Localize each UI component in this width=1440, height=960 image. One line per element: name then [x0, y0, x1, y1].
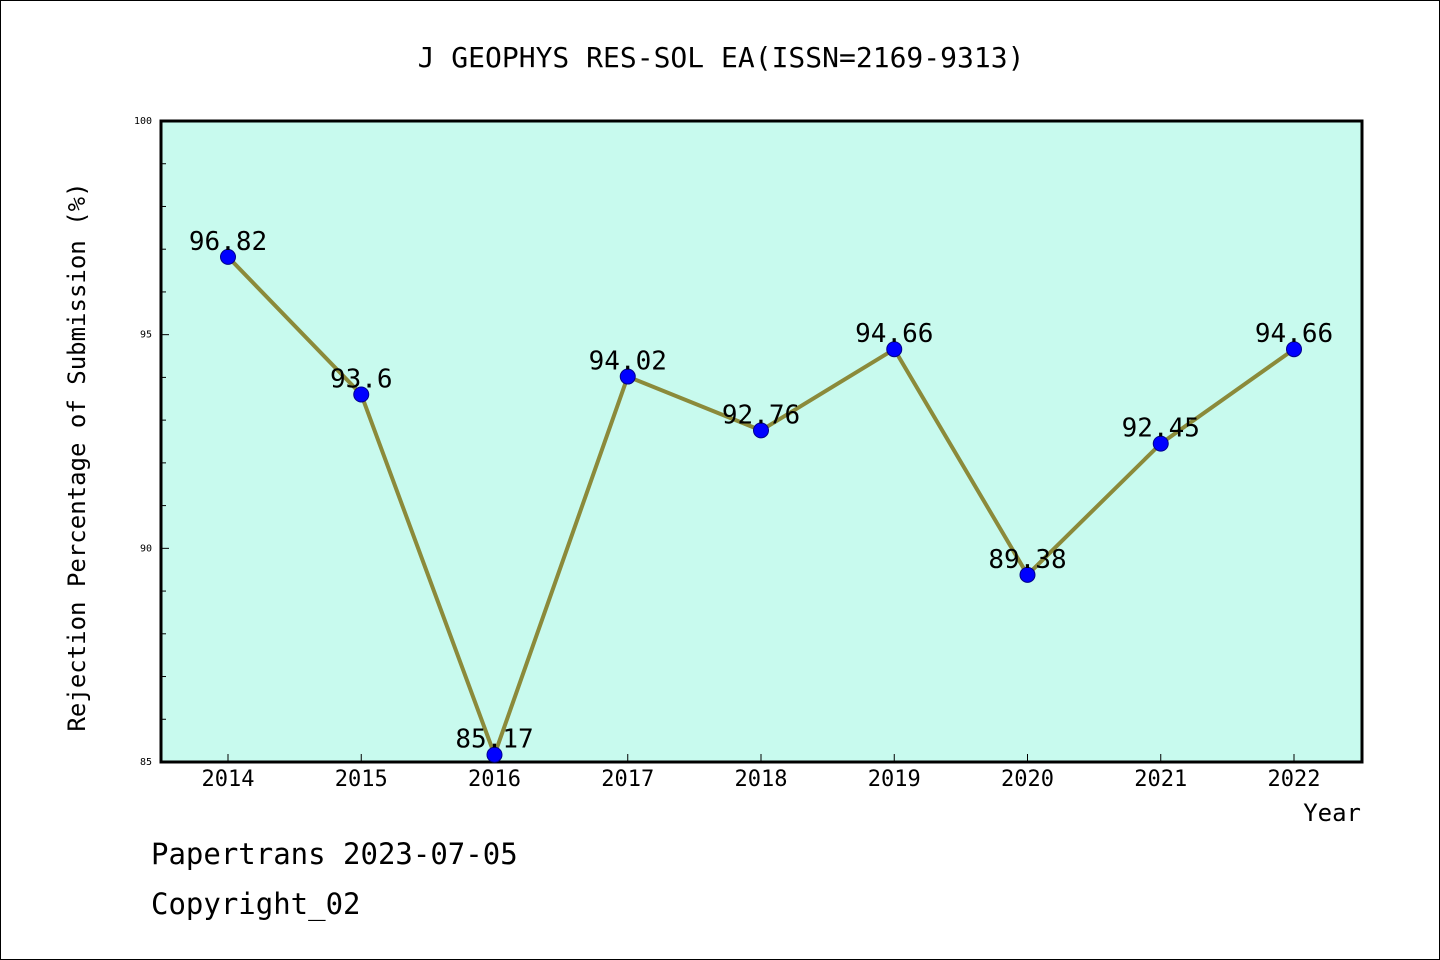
footer-copyright: Copyright_02	[151, 887, 361, 922]
x-tick-label: 2016	[468, 767, 521, 792]
x-axis-title: Year	[1303, 799, 1361, 827]
data-point	[353, 386, 370, 403]
x-tick-label: 2014	[202, 767, 255, 792]
data-label: 94.02	[589, 347, 667, 377]
y-tick-label: 100	[134, 116, 152, 127]
x-tick-label: 2017	[601, 767, 654, 792]
x-tick-label: 2021	[1134, 767, 1187, 792]
data-label: 89.38	[988, 545, 1066, 575]
data-point	[1286, 341, 1302, 358]
data-markers	[220, 248, 1302, 763]
data-label: 96.82	[189, 227, 267, 257]
data-point	[486, 746, 503, 763]
chart-title: J GEOPHYS RES-SOL EA(ISSN=2169-9313)	[418, 41, 1025, 74]
y-tick-label: 90	[140, 543, 152, 554]
data-point	[1152, 435, 1169, 452]
data-label: 92.45	[1122, 414, 1200, 444]
y-tick-label: 85	[140, 757, 152, 768]
x-tick-label: 2022	[1268, 767, 1321, 792]
x-tick-label: 2019	[868, 767, 921, 792]
data-label: 92.76	[722, 400, 800, 430]
data-point	[619, 368, 636, 385]
y-axis-title: Rejection Percentage of Submission (%)	[63, 182, 91, 731]
x-tick-label: 2015	[335, 767, 388, 792]
data-label: 85.17	[455, 725, 533, 755]
data-label: 94.66	[1255, 319, 1333, 349]
x-tick-label: 2020	[1001, 767, 1054, 792]
y-tick-label: 95	[140, 330, 152, 341]
data-label: 94.66	[855, 319, 933, 349]
footer-source: Papertrans 2023-07-05	[151, 837, 518, 871]
y-axis-ticks: 85 90 95 100	[134, 116, 169, 768]
data-point	[220, 248, 236, 265]
data-point	[886, 341, 903, 358]
x-tick-label: 2018	[735, 767, 788, 792]
x-axis-ticks: 2014 2015 2016 2017 2018 2019 2020 2021 2022	[202, 754, 1321, 792]
data-labels: 96.82 93.6 85.17 94.02 92.76 94.66 89.38 92.45 9…	[189, 227, 1333, 755]
data-point	[1019, 566, 1036, 583]
data-label: 93.6	[330, 364, 393, 394]
data-point	[753, 422, 769, 439]
